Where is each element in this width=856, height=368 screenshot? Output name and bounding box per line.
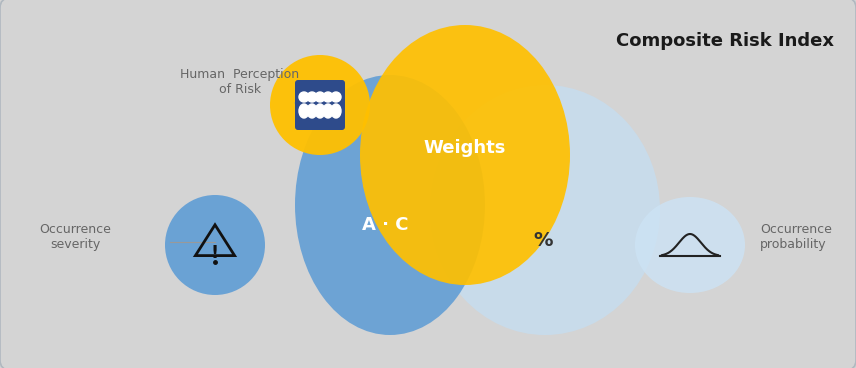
Text: Occurrence
probability: Occurrence probability [760, 223, 832, 251]
Circle shape [307, 92, 317, 102]
Ellipse shape [331, 104, 341, 118]
Ellipse shape [270, 55, 370, 155]
Ellipse shape [165, 195, 265, 295]
Circle shape [331, 92, 341, 102]
Text: Weights: Weights [424, 139, 506, 157]
FancyBboxPatch shape [295, 80, 345, 130]
Ellipse shape [315, 104, 325, 118]
Ellipse shape [430, 85, 660, 335]
Text: A · C: A · C [362, 216, 408, 234]
Ellipse shape [307, 104, 317, 118]
Text: Occurrence
severity: Occurrence severity [39, 223, 111, 251]
Text: !: ! [211, 244, 219, 262]
Ellipse shape [360, 25, 570, 285]
Circle shape [323, 92, 333, 102]
Text: Human  Perception
of Risk: Human Perception of Risk [181, 68, 300, 96]
Ellipse shape [299, 104, 309, 118]
Ellipse shape [635, 197, 745, 293]
Ellipse shape [323, 104, 333, 118]
Ellipse shape [295, 75, 485, 335]
Circle shape [315, 92, 325, 102]
Circle shape [299, 92, 309, 102]
Text: Composite Risk Index: Composite Risk Index [616, 32, 834, 50]
Text: %: % [533, 230, 553, 250]
